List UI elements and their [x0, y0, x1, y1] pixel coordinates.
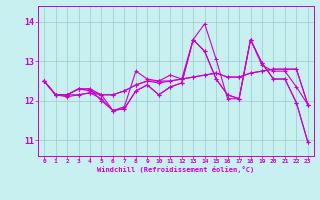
X-axis label: Windchill (Refroidissement éolien,°C): Windchill (Refroidissement éolien,°C) [97, 166, 255, 173]
